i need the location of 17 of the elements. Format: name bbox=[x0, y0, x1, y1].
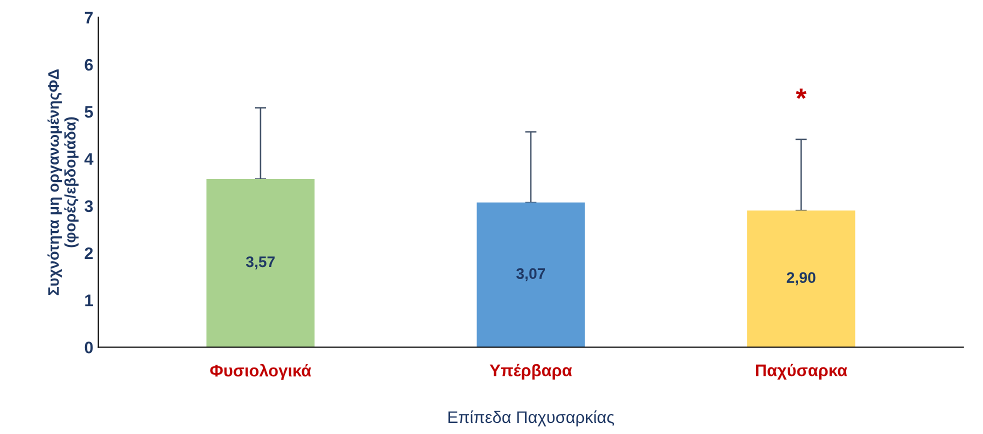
data-label: 3,57 bbox=[246, 256, 275, 270]
y-tick-label: 7 bbox=[84, 12, 93, 24]
annotation: * bbox=[796, 88, 807, 99]
y-tick-label: 0 bbox=[84, 342, 93, 354]
y-axis-title: Συχνότητα μη οργανωμένηςΦΔ (φορές/εβδομάδα) bbox=[48, 69, 79, 296]
y-tick-label: 6 bbox=[84, 58, 93, 71]
y-tick-label: 3 bbox=[84, 200, 93, 212]
y-tick-label: 5 bbox=[84, 106, 93, 118]
x-tick-label: Υπέρβαρα bbox=[490, 364, 572, 380]
y-tick-label: 1 bbox=[85, 294, 93, 306]
y-tick-label: 4 bbox=[84, 153, 94, 165]
x-tick-label: Φυσιολογικά bbox=[210, 364, 312, 380]
x-axis-title: Επίπεδα Παχυσαρκίας bbox=[448, 410, 614, 426]
x-tick-label: Παχύσαρκα bbox=[756, 364, 848, 380]
data-label: 2,90 bbox=[786, 272, 816, 286]
y-tick-label: 2 bbox=[84, 247, 93, 259]
data-label: 3,07 bbox=[516, 268, 546, 282]
